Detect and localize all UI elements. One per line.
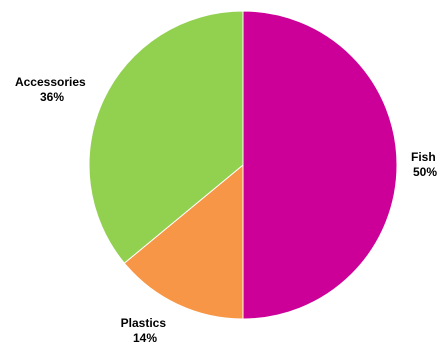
slice-label-plastics: Plastics 14% — [121, 316, 170, 345]
pie-slice-plastics — [123, 163, 244, 320]
labels-layer: Fish 50% Plastics 14% Accessories 36% — [15, 75, 439, 345]
slice-label-accessories: Accessories 36% — [15, 75, 89, 104]
pie-slice-fish — [242, 10, 398, 320]
slices-layer — [88, 10, 398, 320]
slice-label-accessories-name: Accessories — [15, 75, 86, 89]
slice-label-accessories-percent: 36% — [40, 90, 64, 104]
pie-slice-accessories — [88, 10, 244, 264]
slice-label-fish-name: Fish — [411, 150, 436, 164]
slice-label-plastics-name: Plastics — [121, 316, 167, 330]
slice-label-fish-percent: 50% — [413, 165, 437, 179]
slice-label-fish: Fish 50% — [411, 150, 439, 179]
slice-label-plastics-percent: 14% — [133, 331, 157, 345]
